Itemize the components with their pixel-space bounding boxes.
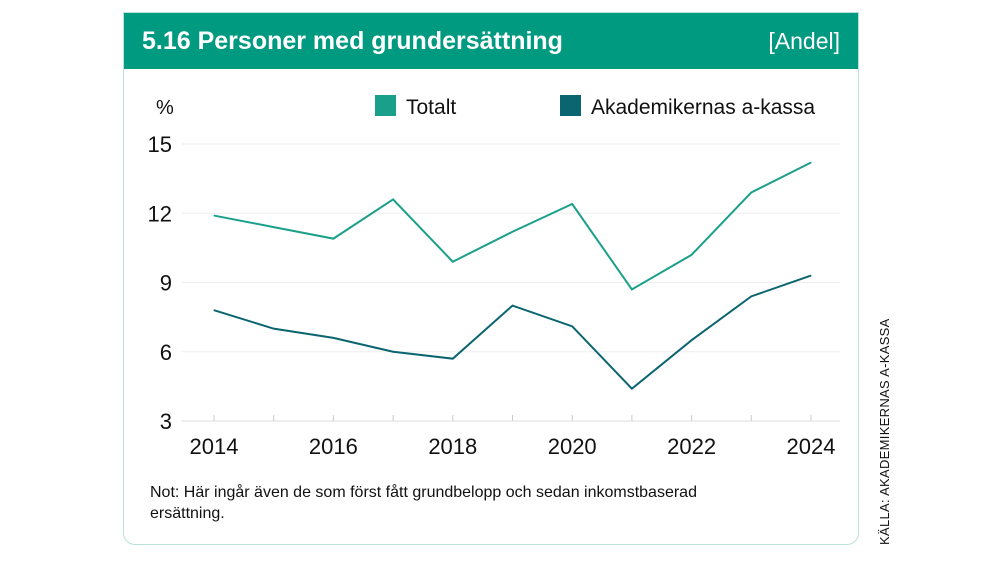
- chart-title: 5.16 Personer med grundersättning: [142, 26, 563, 55]
- x-tick-label: 2024: [787, 434, 836, 459]
- y-axis-unit: %: [156, 97, 174, 119]
- x-tick-label: 2018: [428, 434, 477, 459]
- data-point: [810, 275, 812, 277]
- data-point: [691, 339, 693, 341]
- data-point: [512, 231, 513, 233]
- legend-label: Totalt: [406, 96, 456, 119]
- series-line-akademikernas: [213, 274, 812, 391]
- chart-card: 5.16 Personer med grundersättning [Andel…: [123, 12, 859, 545]
- data-point: [512, 305, 513, 307]
- x-tick-label: 2014: [190, 434, 239, 459]
- data-point: [392, 198, 394, 200]
- x-tick-label: 2022: [667, 434, 716, 459]
- data-point: [452, 261, 454, 263]
- chart-unit: [Andel]: [768, 27, 840, 54]
- legend-swatch: [560, 95, 581, 116]
- x-tick-label: 2016: [309, 434, 358, 459]
- data-point: [571, 325, 573, 327]
- y-tick-label: 12: [148, 201, 172, 226]
- y-tick-label: 6: [160, 340, 172, 365]
- data-point: [810, 161, 812, 163]
- y-tick-label: 3: [160, 409, 172, 434]
- source-label: KÄLLA: AKADEMIKERNAS A-KASSA: [877, 318, 892, 545]
- data-point: [691, 254, 693, 256]
- data-point: [332, 337, 334, 339]
- x-tick-label: 2020: [548, 434, 597, 459]
- data-point: [631, 288, 633, 290]
- data-point: [213, 215, 215, 217]
- data-point: [750, 295, 752, 297]
- data-point: [750, 191, 752, 193]
- y-tick-label: 15: [148, 132, 172, 157]
- data-point: [213, 309, 215, 311]
- data-point: [631, 388, 633, 390]
- data-point: [392, 351, 394, 353]
- chart-header: 5.16 Personer med grundersättning [Andel…: [124, 13, 858, 69]
- data-point: [571, 203, 573, 205]
- data-point: [332, 238, 334, 240]
- data-point: [273, 226, 275, 228]
- data-point: [273, 328, 275, 330]
- y-tick-label: 9: [160, 271, 172, 296]
- legend-swatch: [375, 95, 396, 116]
- chart-note: Not: Här ingår även de som först fått gr…: [150, 484, 697, 522]
- data-point: [452, 358, 454, 360]
- legend-label: Akademikernas a-kassa: [591, 96, 815, 119]
- series-line-totalt: [213, 161, 812, 291]
